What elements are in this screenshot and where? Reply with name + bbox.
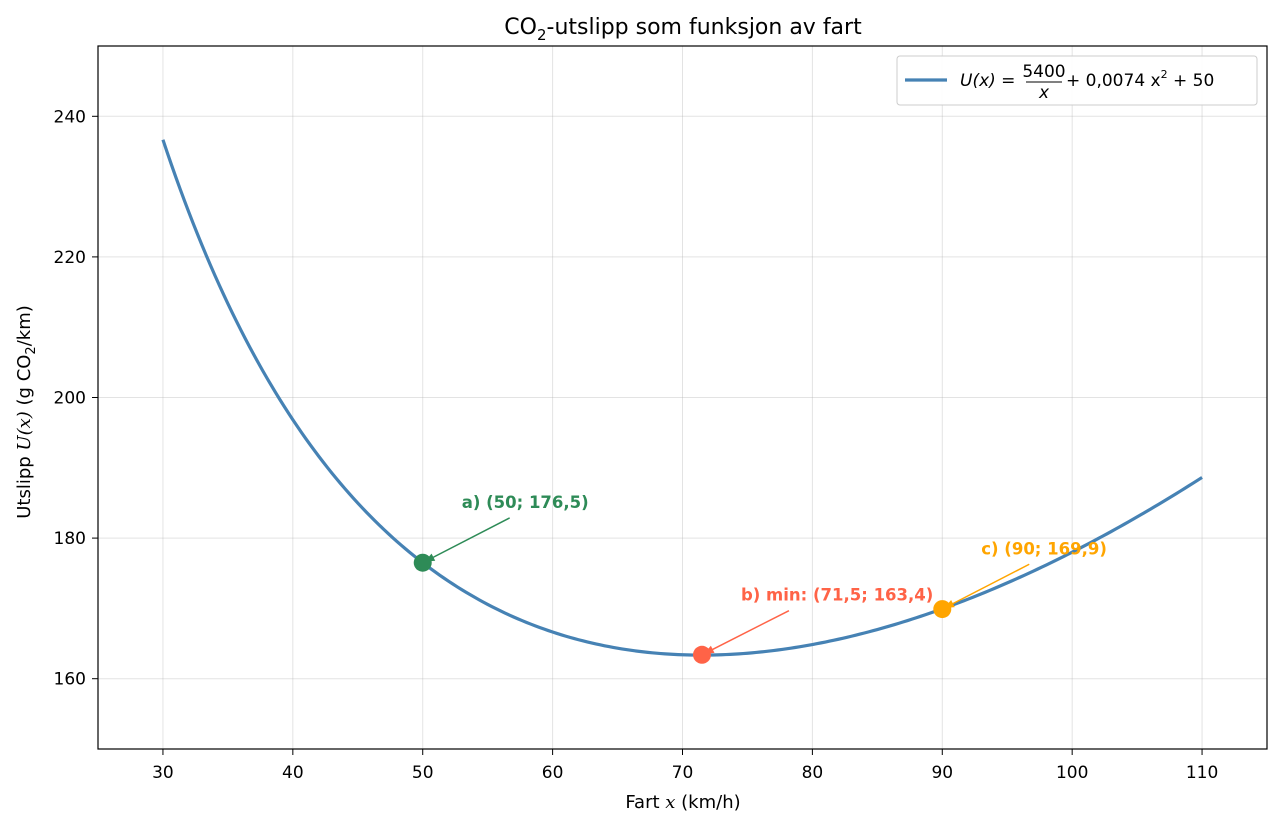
x-tick-label: 100 <box>1056 763 1088 783</box>
annotation-arrow <box>950 563 1030 606</box>
annotation-label: c) (90; 169,9) <box>981 539 1107 558</box>
annotation-label: a) (50; 176,5) <box>462 493 589 512</box>
series-line <box>161 139 1203 657</box>
data-point <box>413 553 432 572</box>
y-tick-label: 220 <box>54 248 86 268</box>
x-tick-label: 60 <box>542 763 564 783</box>
legend-box <box>896 55 1258 106</box>
x-tick-label: 30 <box>152 763 174 783</box>
annotation-arrow <box>710 609 790 651</box>
annotation-arrow <box>431 517 511 559</box>
legend-label-lhs: U(x) = <box>960 71 1015 91</box>
legend-label-rhs: + 0,0074 x2 + 50 <box>1066 68 1214 91</box>
data-point <box>692 645 711 664</box>
x-tick-label: 70 <box>672 763 694 783</box>
annotation-layer: a) (50; 176,5) b) min: (71,5; 163,4) c) (9… <box>413 493 1107 664</box>
legend-label-numerator: 5400 <box>1022 62 1065 82</box>
legend-label-denominator: x <box>1038 83 1050 103</box>
ticks: 30 40 50 60 70 80 90 100 110 160 180 200 220 240 <box>54 107 1219 783</box>
y-tick-label: 200 <box>54 389 86 409</box>
legend: U(x) = 5400 x + 0,0074 x2 + 50 <box>896 55 1258 106</box>
y-tick-label: 240 <box>54 107 86 127</box>
x-tick-label: 80 <box>802 763 824 783</box>
x-tick-label: 40 <box>282 763 304 783</box>
y-axis-label: Utslipp U(x) (g CO2/km) <box>14 305 39 519</box>
grid <box>98 46 1267 749</box>
curve-layer <box>161 139 1203 657</box>
x-tick-label: 110 <box>1186 763 1218 783</box>
y-tick-label: 180 <box>54 529 86 549</box>
x-tick-label: 90 <box>931 763 953 783</box>
x-axis-label: Fart x (km/h) <box>625 792 740 813</box>
y-tick-label: 160 <box>54 670 86 690</box>
x-tick-label: 50 <box>412 763 434 783</box>
annotation-label: b) min: (71,5; 163,4) <box>741 586 933 605</box>
chart-title: CO2-utslipp som funksjon av fart <box>504 15 862 44</box>
data-point <box>933 600 952 619</box>
